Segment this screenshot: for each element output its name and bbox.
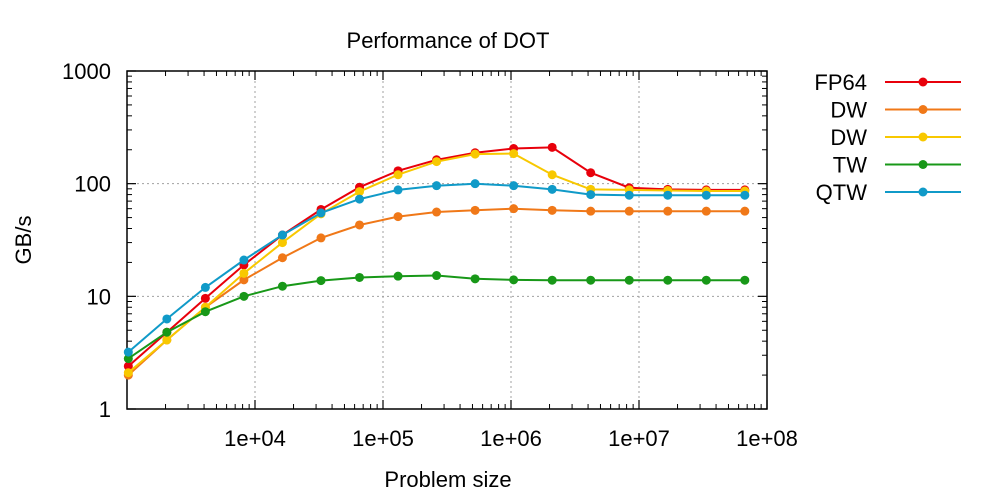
series-fp64-0 xyxy=(123,142,750,371)
data-point xyxy=(470,179,480,189)
data-point xyxy=(123,368,133,378)
legend-swatch-point xyxy=(918,132,928,142)
data-point xyxy=(470,205,480,215)
legend-swatch-point xyxy=(918,160,928,169)
data-point xyxy=(547,205,557,215)
data-point xyxy=(663,275,673,285)
series-tw-3 xyxy=(123,271,750,364)
data-point xyxy=(162,327,172,337)
data-point xyxy=(239,268,249,278)
legend-swatch-point xyxy=(918,77,928,87)
data-point xyxy=(277,230,287,240)
data-point xyxy=(239,275,249,285)
data-point xyxy=(624,190,634,200)
data-point xyxy=(740,190,750,200)
data-point xyxy=(277,253,287,263)
data-point xyxy=(509,149,519,159)
data-point xyxy=(470,149,480,159)
x-tick-label: 1e+07 xyxy=(608,426,670,451)
series-line xyxy=(127,146,745,367)
series-dw-2 xyxy=(123,149,750,378)
data-point xyxy=(509,275,519,285)
data-point xyxy=(432,271,442,281)
plot-frame xyxy=(126,70,768,410)
data-point xyxy=(200,282,210,292)
legend-label: FP64 xyxy=(814,70,867,95)
grid xyxy=(127,71,767,409)
series-line xyxy=(127,274,745,360)
data-point xyxy=(200,293,210,303)
legend-swatch-point xyxy=(918,187,928,197)
data-point xyxy=(123,347,133,357)
data-point xyxy=(432,207,442,217)
data-point xyxy=(355,272,365,282)
data-point xyxy=(393,185,403,195)
data-point xyxy=(509,181,519,191)
data-point xyxy=(624,275,634,285)
legend-label: QTW xyxy=(816,180,868,205)
data-point xyxy=(162,314,172,324)
data-point xyxy=(586,168,596,178)
data-point xyxy=(355,220,365,230)
data-point xyxy=(740,206,750,216)
data-point xyxy=(162,335,172,345)
data-point xyxy=(663,206,673,216)
data-point xyxy=(701,275,711,285)
data-point xyxy=(316,233,326,243)
x-tick-label: 1e+08 xyxy=(736,426,798,451)
data-point xyxy=(586,190,596,200)
data-point xyxy=(432,157,442,167)
data-point xyxy=(586,206,596,216)
y-axis-title: GB/s xyxy=(11,216,36,265)
legend-label: TW xyxy=(833,153,867,178)
data-point xyxy=(701,206,711,216)
data-point xyxy=(316,208,326,218)
data-point xyxy=(393,271,403,281)
data-point xyxy=(123,354,133,364)
x-tick-label: 1e+06 xyxy=(480,426,542,451)
y-tick-label: 100 xyxy=(74,172,111,197)
x-axis-title: Problem size xyxy=(384,467,511,492)
data-point xyxy=(393,212,403,222)
legend-label: DW xyxy=(830,98,867,123)
data-point xyxy=(123,361,133,371)
data-point xyxy=(355,187,365,197)
data-point xyxy=(200,307,210,317)
x-tick-label: 1e+04 xyxy=(224,426,286,451)
chart-title: Performance of DOT xyxy=(347,28,550,53)
data-point xyxy=(547,184,557,194)
series-line xyxy=(127,207,745,376)
series-qtw-4 xyxy=(123,179,750,357)
y-tick-label: 1000 xyxy=(62,59,111,84)
data-point xyxy=(547,142,557,152)
data-point xyxy=(547,275,557,285)
data-point xyxy=(740,275,750,285)
data-point xyxy=(470,274,480,284)
data-point xyxy=(586,275,596,285)
data-point xyxy=(355,194,365,204)
data-point xyxy=(393,170,403,180)
data-point xyxy=(701,190,711,200)
legend-label: DW xyxy=(830,125,867,150)
data-point xyxy=(547,170,557,180)
series-dw-1 xyxy=(123,204,750,380)
data-point xyxy=(316,276,326,286)
data-point xyxy=(239,291,249,301)
series-group xyxy=(123,142,750,380)
y-tick-label: 10 xyxy=(87,284,111,309)
legend-swatch-point xyxy=(918,105,928,114)
data-point xyxy=(624,206,634,216)
data-point xyxy=(509,204,519,214)
axis-ticks: 1e+04 1e+05 1e+06 1e+07 1e+08 1 10 100 1000 xyxy=(62,59,798,451)
data-point xyxy=(277,238,287,248)
data-point xyxy=(432,181,442,191)
data-point xyxy=(239,255,249,265)
data-point xyxy=(663,190,673,200)
y-tick-label: 1 xyxy=(99,397,111,422)
data-point xyxy=(277,281,287,291)
x-tick-label: 1e+05 xyxy=(352,426,414,451)
